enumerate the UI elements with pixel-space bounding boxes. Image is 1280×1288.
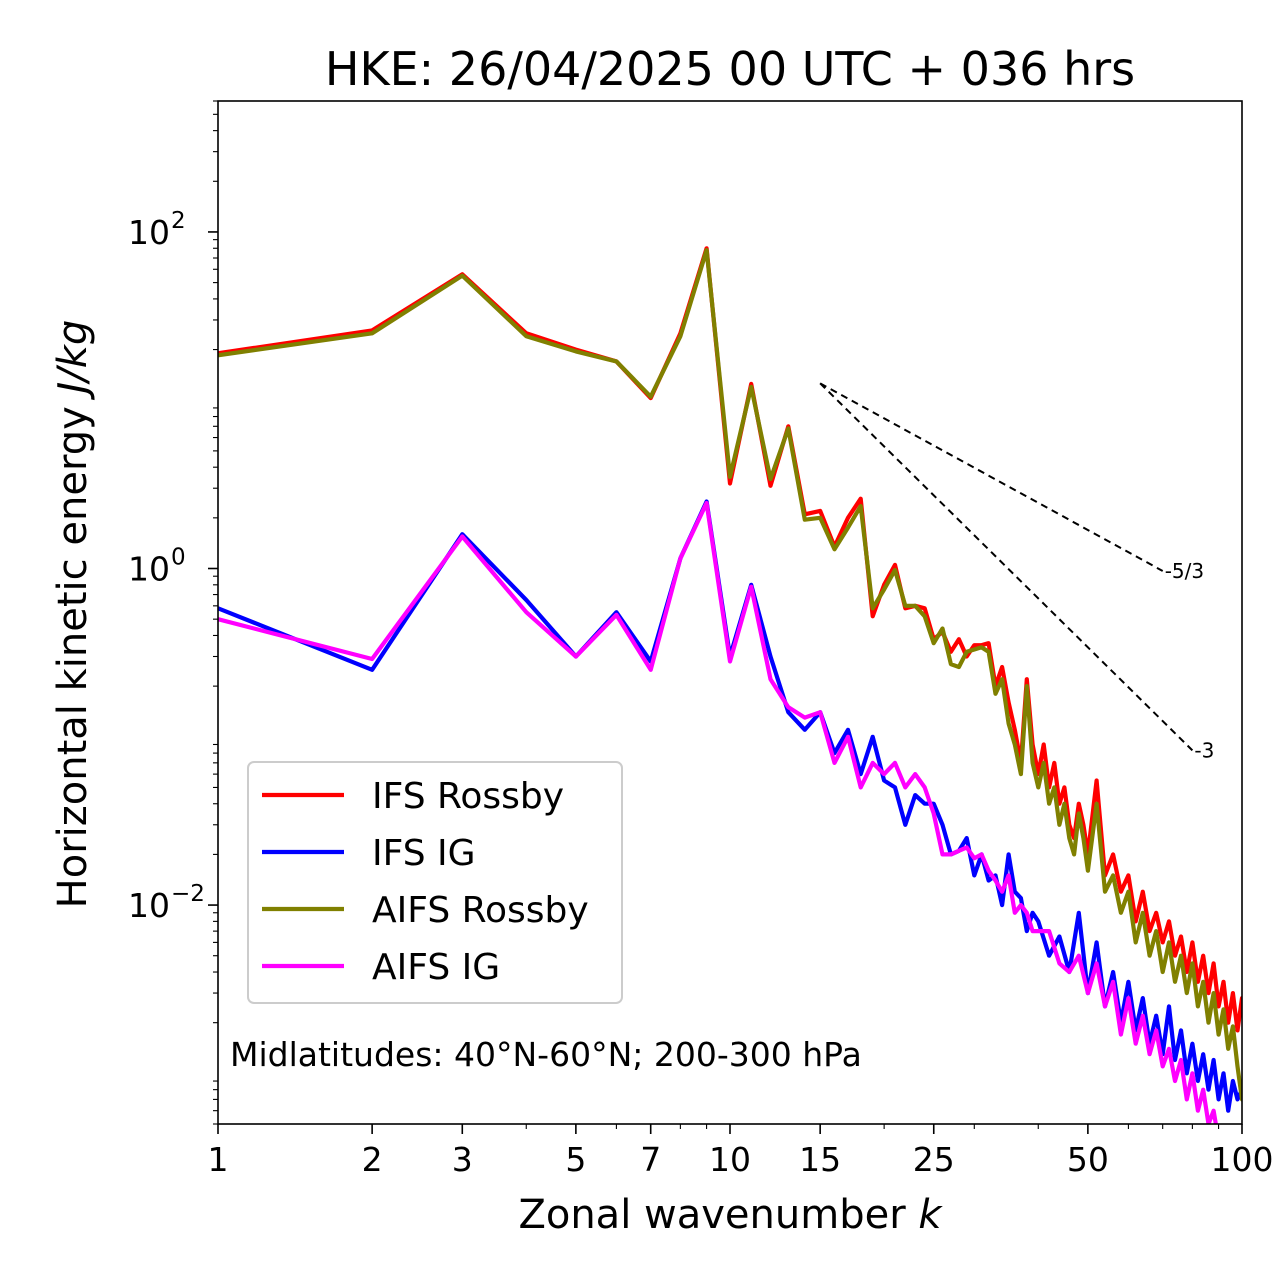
series-line-aifs-rossby — [218, 248, 1242, 1102]
x-tick-label-10: 10 — [709, 1140, 751, 1179]
y-tick-exponent-2: 2 — [171, 208, 186, 234]
x-tick-label-15: 15 — [799, 1140, 841, 1179]
x-axis-title: Zonal wavenumber k — [518, 1192, 943, 1238]
legend-label-ifs-rossby: IFS Rossby — [372, 776, 564, 817]
y-tick-exponent-2: −2 — [171, 881, 205, 907]
y-axis-title: Horizontal kinetic energy J/kg — [50, 320, 96, 909]
y-tick-exponent-0: 0 — [171, 545, 186, 571]
x-tick-label-50: 50 — [1067, 1140, 1109, 1179]
legend-label-aifs-rossby: AIFS Rossby — [372, 890, 589, 931]
x-axis-ticks: 1 2 3 5 7 10 15 25 50 100 — [208, 1124, 1274, 1179]
series-lines — [218, 246, 1242, 1124]
x-tick-label-7: 7 — [640, 1140, 661, 1179]
x-tick-label-3: 3 — [452, 1140, 473, 1179]
reference-slopes: -5/3 -3 — [819, 382, 1214, 762]
x-tick-label-100: 100 — [1211, 1140, 1274, 1179]
x-tick-label-2: 2 — [362, 1140, 383, 1179]
legend: IFS Rossby IFS IG AIFS Rossby AIFS IG — [247, 761, 623, 1004]
plot-frame — [217, 100, 1243, 1125]
y-tick-label-2: 10 — [128, 886, 170, 925]
legend-label-aifs-ig: AIFS IG — [372, 947, 500, 988]
series-line-aifs-ig — [218, 500, 1218, 1124]
x-tick-label-1: 1 — [208, 1140, 229, 1179]
reference-slope-label-5-3: -5/3 — [1165, 559, 1204, 583]
reference-slope-label-3: -3 — [1194, 738, 1214, 762]
x-tick-label-5: 5 — [565, 1140, 586, 1179]
y-tick-label-2: 10 — [128, 213, 170, 252]
minor-ticks — [213, 100, 1220, 1129]
reference-slope-line-3 — [819, 382, 1194, 752]
legend-label-ifs-ig: IFS IG — [372, 833, 476, 874]
x-tick-label-25: 25 — [913, 1140, 955, 1179]
y-tick-label-0: 10 — [128, 550, 170, 589]
reference-slope-line-5-3 — [819, 382, 1164, 572]
region-annotation: Midlatitudes: 40°N-60°N; 200-300 hPa — [230, 1035, 862, 1074]
series-line-ifs-ig — [218, 499, 1242, 1113]
legend-frame — [247, 761, 623, 1004]
chart-title: HKE: 26/04/2025 00 UTC + 036 hrs — [325, 42, 1135, 96]
